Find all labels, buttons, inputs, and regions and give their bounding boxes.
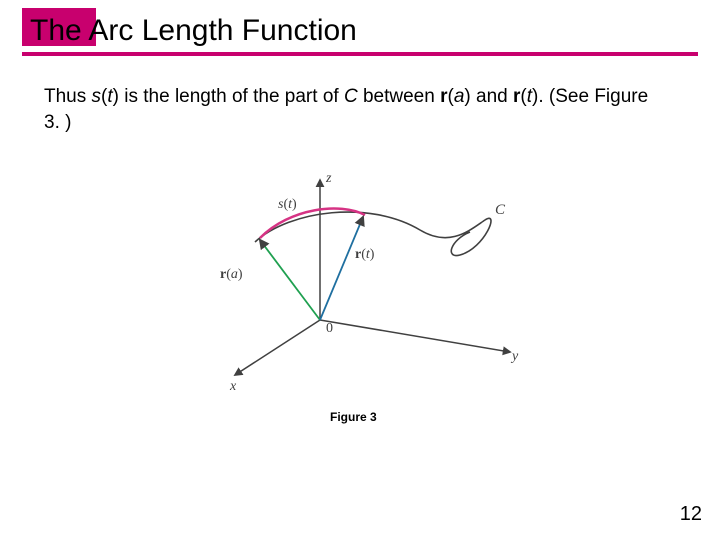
- title-underline: [22, 52, 698, 56]
- slide-title: The Arc Length Function: [30, 14, 357, 48]
- svg-text:x: x: [229, 379, 237, 390]
- svg-text:s(t): s(t): [278, 197, 297, 212]
- svg-text:0: 0: [326, 321, 333, 336]
- figure-caption: Figure 3: [330, 410, 377, 424]
- svg-text:C: C: [495, 202, 506, 218]
- page-number: 12: [680, 503, 702, 526]
- figure-3: z x y 0 s(t) r(a) r(t) C: [200, 170, 530, 390]
- svg-text:y: y: [510, 349, 519, 364]
- svg-text:z: z: [325, 171, 332, 186]
- body-paragraph: Thus s(t) is the length of the part of C…: [44, 84, 664, 135]
- svg-text:r(t): r(t): [355, 247, 375, 262]
- svg-text:r(a): r(a): [220, 267, 243, 282]
- figure-3-svg: z x y 0 s(t) r(a) r(t) C: [200, 170, 530, 390]
